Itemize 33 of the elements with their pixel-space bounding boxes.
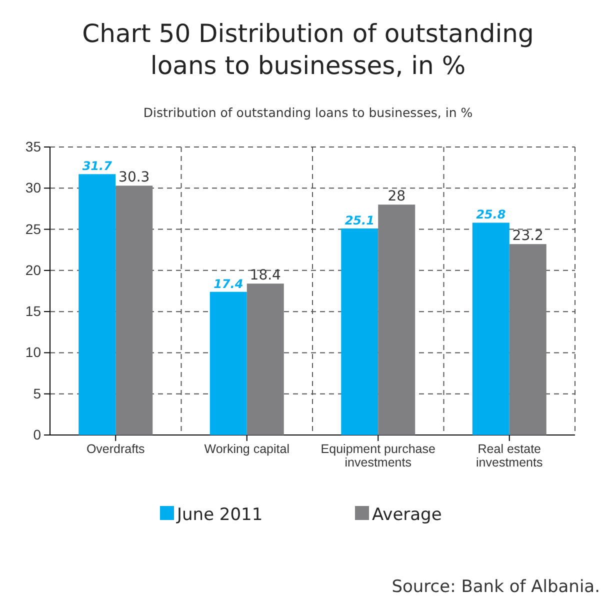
source-note: Source: Bank of Albania. [392, 577, 600, 597]
legend-label: June 2011 [176, 505, 263, 525]
y-tick-label: 35 [25, 138, 42, 154]
y-tick-label: 25 [25, 220, 42, 237]
x-tick-label: Working capital [204, 442, 290, 456]
bar [472, 222, 510, 435]
y-tick-label: 20 [25, 262, 42, 278]
data-label: 18.4 [250, 268, 282, 284]
bar [341, 228, 378, 435]
bar [116, 186, 153, 435]
chart-title: Chart 50 Distribution of outstanding loans to businesses, in % [82, 19, 534, 80]
bar [509, 244, 546, 435]
y-tick-label: 0 [33, 426, 42, 442]
data-label: 31.7 [82, 159, 113, 174]
x-tick-label: Overdrafts [86, 442, 145, 456]
bar [378, 204, 416, 435]
data-label: 25.8 [476, 208, 506, 222]
x-tick-label: Equipment purchase investments [320, 442, 436, 470]
data-label: 28 [388, 188, 406, 205]
y-tick-label: 15 [25, 303, 42, 320]
bar [246, 284, 284, 435]
data-label: 25.1 [344, 213, 374, 228]
chart-subtitle: Distribution of outstanding loans to businesses, in % [143, 105, 473, 120]
bar [78, 174, 116, 435]
y-tick-label: 30 [25, 180, 42, 196]
bar [210, 292, 247, 435]
y-tick-label: 10 [25, 344, 42, 360]
data-label: 30.3 [118, 170, 150, 186]
legend-label: Average [372, 505, 442, 525]
y-tick-label: 5 [33, 385, 42, 402]
data-label: 23.2 [512, 228, 544, 244]
x-tick-label: Real estate investments [476, 442, 543, 470]
data-label: 17.4 [214, 276, 244, 291]
